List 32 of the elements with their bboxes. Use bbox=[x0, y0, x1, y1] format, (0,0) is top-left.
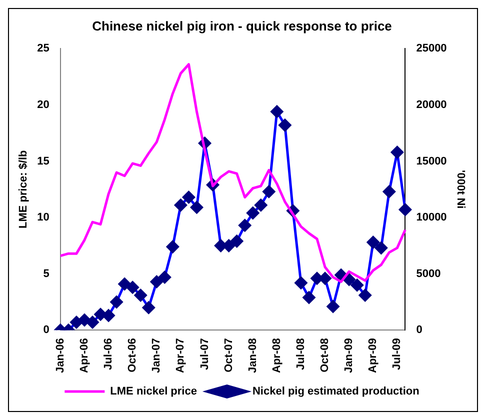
y2-tick-label: 0 bbox=[416, 324, 422, 336]
y2-tick-label: 15000 bbox=[416, 155, 447, 168]
chart-title: Chinese nickel pig iron - quick response to price bbox=[92, 18, 392, 34]
x-tick-label: Jul-08 bbox=[295, 338, 308, 370]
x-tick-label: Oct-06 bbox=[126, 338, 139, 372]
x-tick-label: Apr-07 bbox=[174, 338, 187, 373]
y-axis-title: LME price: $/lb bbox=[18, 150, 30, 228]
y2-tick-label: 20000 bbox=[416, 98, 447, 111]
y2-tick-label: 25000 bbox=[416, 42, 447, 55]
legend-label: LME nickel price bbox=[110, 386, 197, 398]
x-tick-label: Apr-06 bbox=[78, 338, 91, 373]
x-tick-label: Oct-07 bbox=[222, 338, 235, 372]
x-tick-label: Jul-09 bbox=[391, 338, 404, 370]
y-tick-label: 20 bbox=[37, 98, 50, 111]
y-tick-label: 25 bbox=[37, 42, 50, 55]
y-tick-label: 10 bbox=[37, 212, 50, 224]
x-tick-label: Jan-09 bbox=[343, 338, 356, 374]
x-tick-label: Oct-08 bbox=[319, 338, 332, 372]
y-tick-label: 0 bbox=[43, 324, 50, 336]
x-tick-label: Jan-07 bbox=[150, 338, 163, 374]
y-tick-label: 15 bbox=[37, 155, 50, 168]
y-tick-label: 5 bbox=[43, 268, 50, 280]
x-tick-label: Apr-09 bbox=[367, 338, 380, 373]
x-tick-label: Jan-08 bbox=[246, 338, 259, 374]
y2-tick-label: 10000 bbox=[416, 212, 447, 224]
x-tick-label: Jul-06 bbox=[102, 338, 115, 370]
x-tick-label: Jul-07 bbox=[198, 338, 211, 370]
legend-label: Nickel pig estimated production bbox=[252, 386, 420, 398]
x-tick-label: Apr-08 bbox=[270, 338, 283, 373]
x-tick-label: Jan-06 bbox=[54, 338, 66, 374]
y2-axis-title: '000t Ni bbox=[454, 170, 466, 209]
y2-tick-label: 5000 bbox=[416, 268, 441, 280]
